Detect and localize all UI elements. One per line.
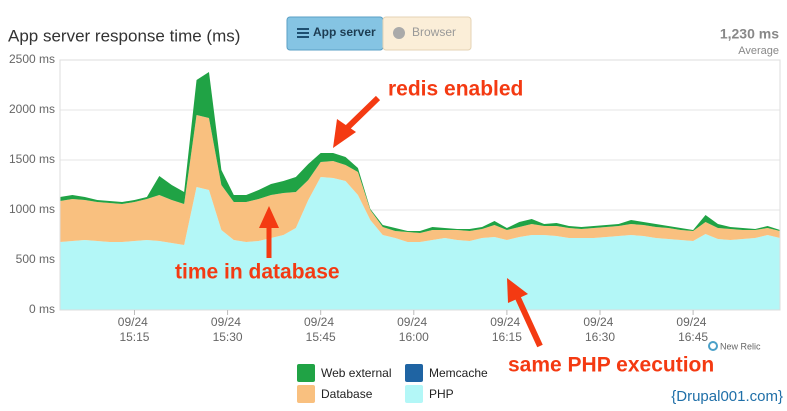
legend-swatch	[405, 385, 423, 403]
tab-icon	[393, 27, 405, 39]
annotation: redis enabled	[388, 78, 523, 101]
plot-frame	[59, 59, 781, 311]
area	[60, 115, 780, 245]
x-tick-label-line: 09/24	[397, 315, 430, 329]
annotation: time in database	[175, 261, 340, 284]
x-tick-label: 09/24 16:45	[676, 315, 709, 344]
x-tick-label-line: 09/24	[676, 315, 709, 329]
y-tick-label: 1500 ms	[9, 152, 55, 166]
tab-label[interactable]: Browser	[412, 25, 456, 39]
legend-label: PHP	[429, 387, 454, 401]
credit: New Relic	[720, 341, 761, 351]
x-tick-label-line: 09/24	[118, 315, 151, 329]
x-tick-label-line: 16:15	[492, 330, 522, 344]
legend-label: Web external	[321, 366, 391, 380]
y-tick-label: 2500 ms	[9, 52, 55, 66]
annotation: same PHP execution	[508, 354, 714, 377]
y-tick-label: 0 ms	[29, 302, 55, 316]
tab-icon	[297, 28, 309, 38]
annotation-arrows	[259, 95, 543, 348]
x-tick-label-line: 09/24	[304, 315, 337, 329]
x-tick-label: 09/24 15:45	[304, 315, 337, 344]
tab-group: App server Browser	[286, 16, 472, 51]
tab[interactable]	[382, 16, 472, 51]
y-tick-label: 500 ms	[16, 252, 55, 266]
watermark: {Drupal001.com}	[671, 388, 783, 405]
legend-swatch	[405, 364, 423, 382]
x-tick-label: 09/24 15:15	[118, 315, 151, 344]
x-tick-label: 09/24 15:30	[211, 315, 244, 344]
legend-label: Memcache	[429, 366, 488, 380]
x-tick-label: 09/24 16:15	[490, 315, 523, 344]
x-tick-label-line: 09/24	[583, 315, 616, 329]
y-tick-label: 2000 ms	[9, 102, 55, 116]
x-tick-label-line: 16:00	[399, 330, 429, 344]
x-tick-label: 09/24 16:30	[583, 315, 616, 344]
average-caption: Average	[738, 45, 779, 57]
x-tick-label-line: 15:45	[306, 330, 336, 344]
areas	[60, 72, 780, 310]
average-value: 1,230 ms	[720, 26, 779, 42]
legend-swatch	[297, 385, 315, 403]
legend-swatch	[297, 364, 315, 382]
y-tick-label: 1000 ms	[9, 202, 55, 216]
chart-title: App server response time (ms)	[8, 26, 240, 45]
x-tick-label-line: 16:30	[585, 330, 615, 344]
x-tick-label-line: 16:45	[678, 330, 708, 344]
x-tick-label-line: 15:30	[213, 330, 243, 344]
x-tick-label-line: 09/24	[211, 315, 244, 329]
annotations: redis enabled time in database same PHP ex…	[175, 78, 714, 377]
credit-icon	[708, 341, 718, 351]
x-tick-label: 09/24 16:00	[397, 315, 430, 344]
legend-label: Database	[321, 387, 373, 401]
area	[60, 72, 780, 233]
area	[60, 177, 780, 310]
axes: 0 ms 500 ms 1000 ms 1500 ms 2000 ms 2500 ms 09…	[9, 52, 710, 344]
x-tick-label-line: 15:15	[119, 330, 149, 344]
legend: PHP Database Memcache Web external	[297, 364, 488, 403]
tab-label[interactable]: App server	[313, 25, 376, 39]
x-tick-label-line: 09/24	[490, 315, 523, 329]
